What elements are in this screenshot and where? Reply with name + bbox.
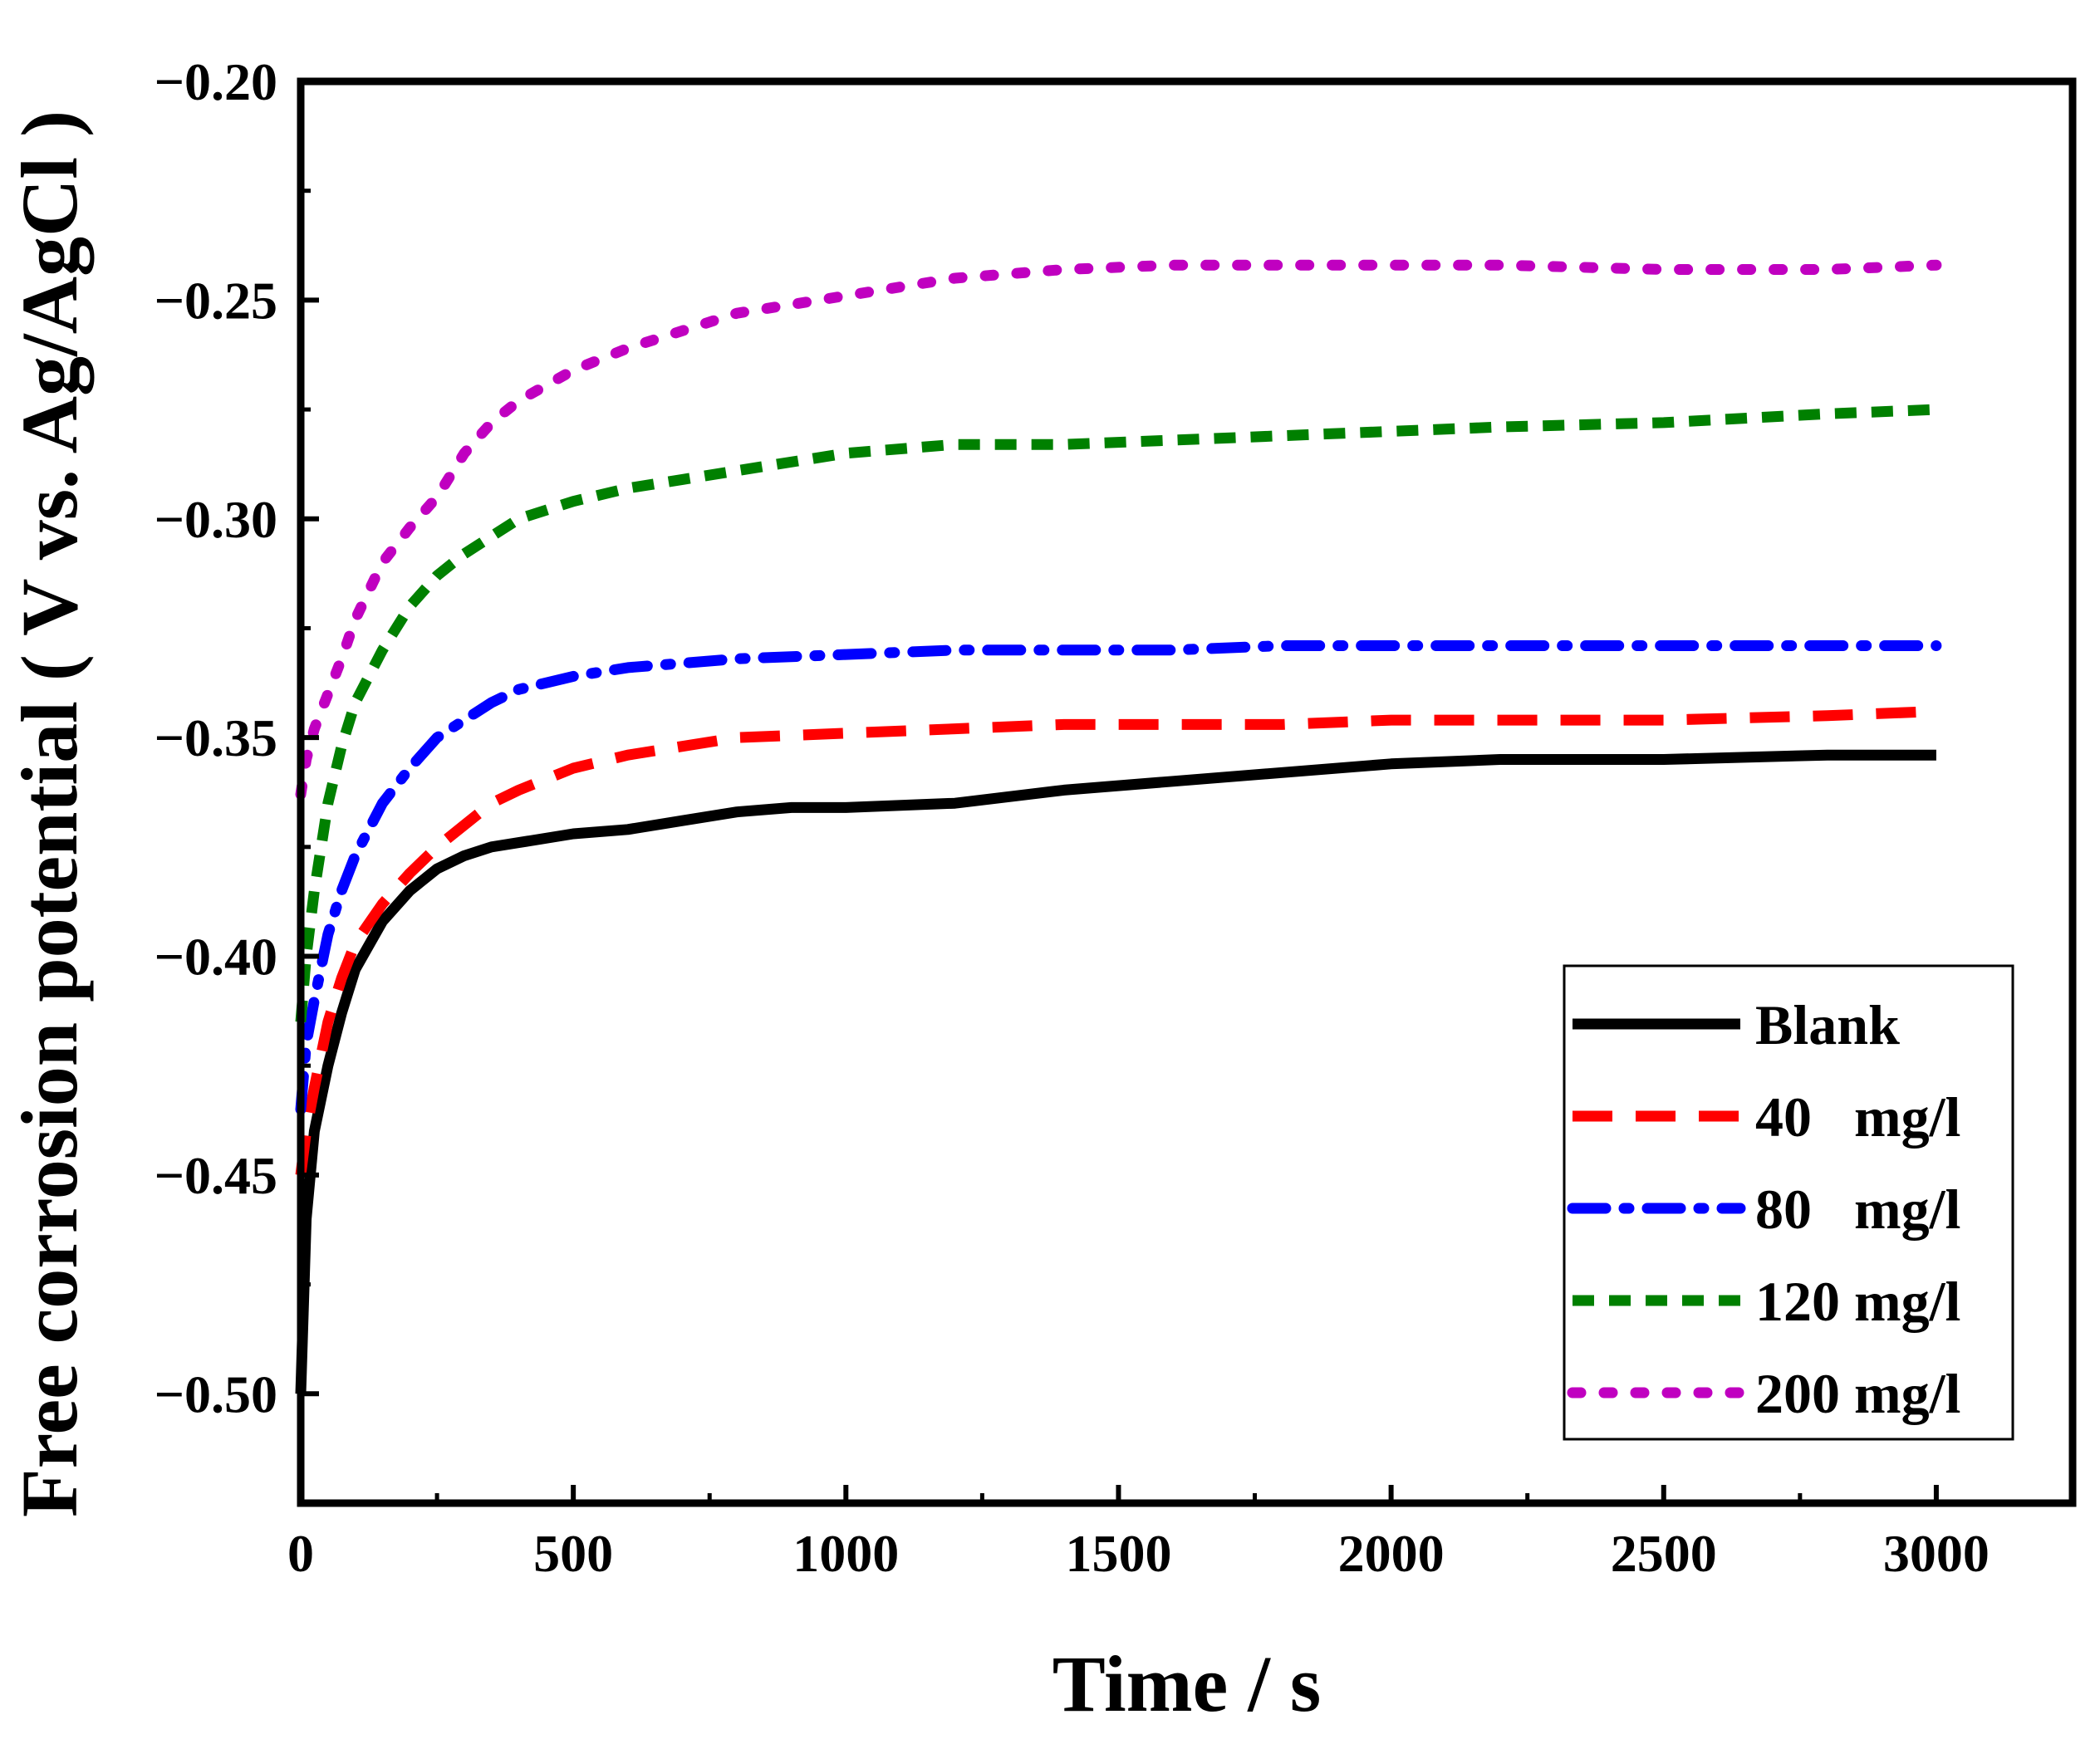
y-tick-label: −0.50	[155, 1364, 277, 1423]
series-line-3	[295, 404, 1937, 1023]
y-tick-label: −0.20	[155, 52, 277, 111]
x-tick-label: 1500	[1065, 1524, 1171, 1583]
legend: Blank 40 mg/l 80 mg/l 120 mg/l 200 mg/l	[1563, 964, 2014, 1441]
x-tick-label: 0	[287, 1524, 314, 1583]
plot-area-frame	[297, 77, 2077, 1507]
y-tick-label: −0.35	[155, 708, 277, 767]
x-axis-title: Time / s	[1052, 1639, 1322, 1728]
y-tick-label: −0.40	[155, 928, 277, 987]
legend-label-4: 200 mg/l	[1755, 1362, 1960, 1425]
y-tick-label: −0.45	[155, 1146, 277, 1205]
series-line-2	[295, 640, 1942, 1115]
legend-label-0: Blank	[1755, 993, 1900, 1056]
series-line-0	[295, 749, 1936, 1394]
legend-label-1: 40 mg/l	[1755, 1085, 1960, 1149]
axis-ticks: 0 500 1000 1500 2000 2500 3000 −0.20 −0.25 −0.30 −…	[155, 52, 1990, 1583]
series-line-1	[295, 706, 1937, 1176]
series-layer	[295, 259, 1942, 1394]
x-tick-label: 500	[533, 1524, 613, 1583]
legend-label-3: 120 mg/l	[1755, 1270, 1960, 1333]
series-line-4	[295, 259, 1942, 801]
y-axis-title: Free corrosion potential ( V vs. Ag/AgCl…	[5, 110, 94, 1517]
x-tick-label: 1000	[792, 1524, 899, 1583]
legend-box	[1563, 964, 2014, 1441]
x-tick-label: 2500	[1611, 1524, 1717, 1583]
y-tick-label: −0.30	[155, 490, 277, 549]
y-tick-label: −0.25	[155, 271, 277, 330]
legend-label-2: 80 mg/l	[1755, 1178, 1960, 1241]
x-tick-label: 2000	[1338, 1524, 1445, 1583]
x-tick-label: 3000	[1883, 1524, 1990, 1583]
